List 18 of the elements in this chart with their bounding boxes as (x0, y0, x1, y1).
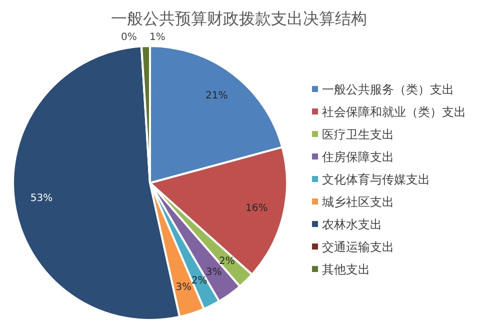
chart-title: 一般公共预算财政拨款支出决算结构 (111, 9, 367, 28)
legend-label: 农林水支出 (322, 217, 382, 232)
legend-label: 一般公共服务（类）支出 (322, 82, 454, 96)
legend-label: 交通运输支出 (322, 240, 394, 254)
data-label: 3% (176, 282, 192, 294)
data-label: 1% (150, 32, 166, 43)
data-label: 2% (218, 256, 235, 267)
legend-label: 文化体育与传媒支出 (322, 172, 430, 186)
data-label: 53% (30, 193, 53, 204)
legend-label: 医疗卫生支出 (322, 127, 394, 142)
data-label: 21% (205, 90, 228, 102)
data-label: 3% (206, 266, 222, 278)
data-label: 16% (246, 203, 268, 214)
legend-label: 其他支出 (322, 262, 370, 276)
legend-label: 社会保障和就业（类）支出 (322, 104, 466, 119)
legend-label: 住房保障支出 (321, 150, 394, 164)
text: 0% (120, 32, 137, 44)
legend-label: 城乡社区支出 (321, 194, 394, 209)
